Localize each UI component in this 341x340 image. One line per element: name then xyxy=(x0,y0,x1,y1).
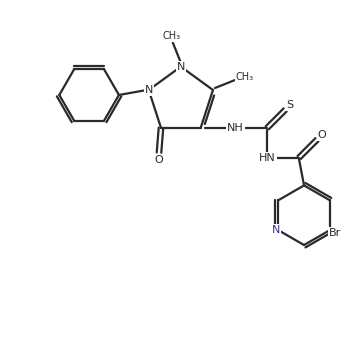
Text: Br: Br xyxy=(329,228,341,238)
Text: N: N xyxy=(145,85,153,95)
Text: HN: HN xyxy=(259,153,276,163)
Text: O: O xyxy=(154,155,163,165)
Text: NH: NH xyxy=(227,123,244,133)
Text: O: O xyxy=(317,130,326,140)
Text: S: S xyxy=(286,100,294,110)
Text: CH₃: CH₃ xyxy=(163,31,181,41)
Text: N: N xyxy=(272,225,280,235)
Text: N: N xyxy=(177,62,185,72)
Text: CH₃: CH₃ xyxy=(236,72,254,82)
